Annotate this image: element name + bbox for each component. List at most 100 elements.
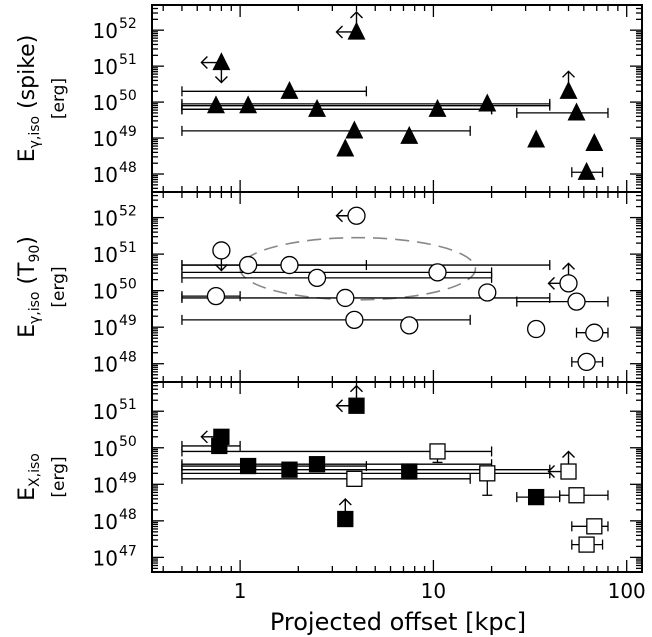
square-marker [401,463,418,480]
square-marker [211,437,228,455]
x-tick-label: 10 [421,579,446,603]
square-marker [346,470,363,487]
limit-arrow-head [562,70,576,78]
limit-arrow-head [335,209,343,223]
y-tick-label: 10 [93,243,118,267]
circle-marker [585,323,604,342]
y-tick-label-exponent: 51 [119,52,137,68]
circle-marker [307,268,327,288]
circle-marker [400,316,419,335]
y-tick-label-exponent: 51 [119,240,137,256]
x-tick-label: 1 [234,579,247,603]
y-tick-label-exponent: 50 [119,277,137,293]
circle-marker [559,274,578,293]
triangle-marker [308,98,327,117]
y-tick-label-exponent: 47 [119,543,137,559]
x-tick-label: 100 [608,579,646,603]
limit-arrow-head [562,450,576,459]
limit-arrow-head [200,430,208,444]
triangle-marker [347,21,366,40]
circle-marker [345,310,364,330]
limit-arrow-head [335,399,343,413]
circle-marker [428,263,447,282]
circle-marker [577,352,596,372]
square-marker [578,536,595,553]
y-tick-label: 10 [93,163,118,187]
square-marker [239,457,257,475]
y-tick-label-exponent: 49 [119,313,137,329]
y-tick-label: 10 [93,280,118,304]
square-marker [337,510,354,528]
triangle-marker [527,129,546,148]
y-tick-label: 10 [93,127,118,151]
triangle-marker [559,80,578,99]
y-axis-label-xray: EX,iso [15,453,43,501]
circle-marker [567,292,586,311]
y-axis-unit-text: [erg] [49,456,69,497]
y-tick-label-exponent: 48 [119,507,137,523]
square-marker [527,488,545,506]
circle-marker [347,206,366,225]
y-tick-label: 10 [93,473,118,497]
circle-marker [212,241,231,260]
circle-marker [336,288,355,308]
y-axis-unit-text: [erg] [49,266,69,307]
limit-arrow-head [547,465,556,479]
limit-arrow-head [349,10,363,19]
y-tick-label: 10 [93,353,118,377]
triangle-marker [400,125,419,144]
y-axis-unit-spike: [erg] [49,78,69,119]
y-tick-label: 10 [93,91,118,115]
y-tick-label: 10 [93,400,118,424]
triangle-marker [567,102,586,121]
triangle-marker [345,120,364,139]
square-marker [560,463,577,480]
y-tick-label-exponent: 49 [119,470,137,486]
triangle-marker [280,80,299,99]
y-axis-label-spike: Eγ,iso (spike) [15,35,43,163]
triangle-marker [577,161,596,180]
y-tick-label-exponent: 49 [119,124,137,140]
limit-arrow-head [547,276,556,290]
limit-arrow-head [214,263,228,272]
y-tick-label-exponent: 50 [119,434,137,450]
y-tick-label: 10 [93,437,118,461]
square-marker [281,461,298,478]
y-tick-label: 10 [93,207,118,231]
circle-marker [238,255,258,275]
labels-layer: Eγ,iso (spike) [erg] Eγ,iso (T90) [erg] EX,i… [15,35,646,603]
y-axis-label-text: EX,iso [15,453,43,501]
y-tick-label-exponent: 51 [119,397,137,413]
triangle-marker [207,95,225,114]
y-axis-label-text: Eγ,iso (spike) [15,35,43,163]
circle-marker [206,286,226,306]
y-axis-label-t90: Eγ,iso (T90) [15,236,43,338]
square-marker [429,443,446,460]
limit-arrow-head [349,384,363,393]
limit-arrow-head [562,262,576,270]
x-axis-label: Projected offset [kpc] [270,608,526,636]
circle-marker [280,255,299,275]
square-marker [568,487,585,504]
y-tick-label-exponent: 52 [119,16,137,32]
y-tick-label: 10 [93,55,118,79]
triangle-marker [239,95,258,114]
limit-arrow-head [335,25,343,39]
square-marker [479,465,496,482]
y-tick-label-exponent: 48 [119,160,137,176]
y-tick-label: 10 [93,19,118,43]
y-tick-label-exponent: 48 [119,350,137,366]
triangle-marker [428,98,447,117]
y-tick-label-exponent: 52 [119,204,137,220]
limit-arrow-head [214,76,228,84]
triangle-marker [336,138,355,157]
triangle-marker [585,133,604,152]
y-tick-label: 10 [93,510,118,534]
y-axis-unit-text: [erg] [49,78,69,119]
panel-frame [151,381,643,573]
